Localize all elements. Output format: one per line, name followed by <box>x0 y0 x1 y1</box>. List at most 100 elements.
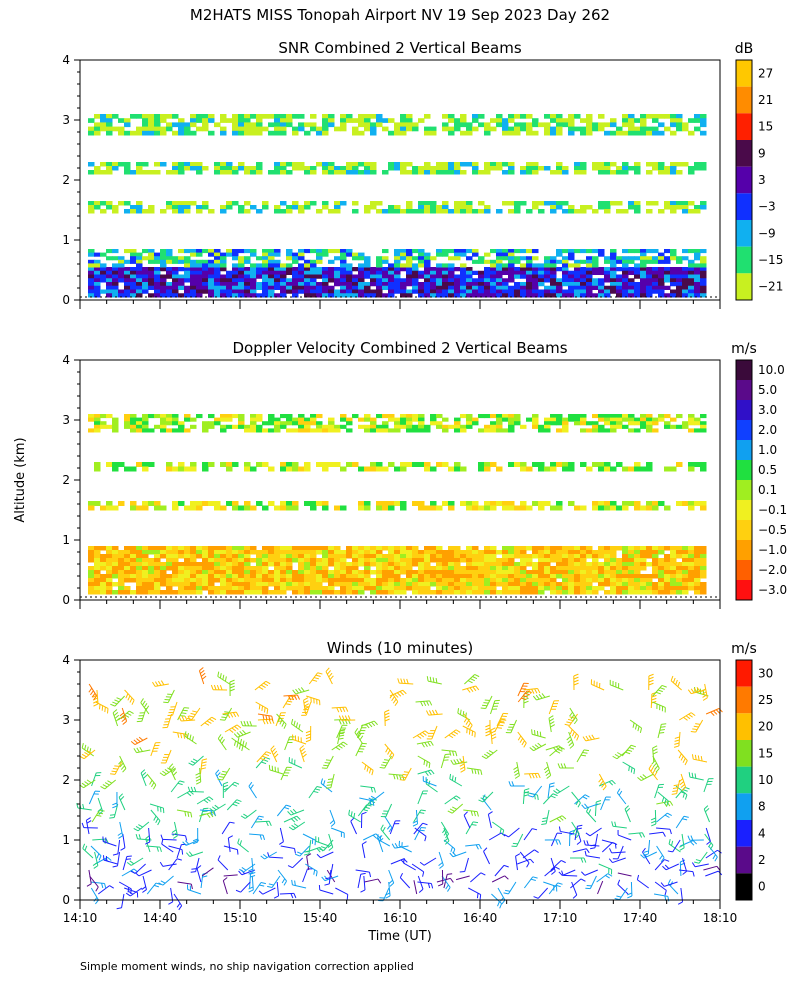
heatmap-cell <box>448 130 455 136</box>
heatmap-cell <box>640 574 647 579</box>
heatmap-cell <box>472 501 479 506</box>
heatmap-cell <box>184 505 191 511</box>
heatmap-cell <box>208 130 215 136</box>
heatmap-cell <box>586 270 593 275</box>
heatmap-cell <box>424 466 431 472</box>
heatmap-cell <box>292 421 299 426</box>
heatmap-cell <box>124 170 131 175</box>
heatmap-cell <box>268 421 275 426</box>
heatmap-cell <box>394 252 401 257</box>
heatmap-cell <box>526 270 533 275</box>
heatmap-cell <box>544 285 551 290</box>
wind-barb <box>519 851 530 868</box>
heatmap-cell <box>484 590 491 595</box>
heatmap-cell <box>508 259 515 264</box>
heatmap-cell <box>322 170 329 175</box>
heatmap-cell <box>496 263 503 268</box>
wind-barb <box>327 833 334 851</box>
colorbar-swatch <box>736 460 752 480</box>
heatmap-cell <box>136 505 143 511</box>
heatmap-cell <box>646 126 653 132</box>
heatmap-cell <box>280 289 287 294</box>
heatmap-cell <box>298 582 305 587</box>
wind-barb <box>438 851 444 869</box>
heatmap-cell <box>196 582 203 587</box>
heatmap-cell <box>184 130 191 136</box>
heatmap-cell <box>652 417 659 422</box>
heatmap-cell <box>148 274 155 279</box>
heatmap-cell <box>586 582 593 587</box>
heatmap-cell <box>484 282 491 287</box>
heatmap-cell <box>418 270 425 275</box>
colorbar-swatch <box>736 873 752 900</box>
heatmap-cell <box>568 562 575 567</box>
heatmap-cell <box>196 550 203 555</box>
heatmap-cell <box>364 428 371 433</box>
heatmap-cell <box>154 256 161 261</box>
heatmap-cell <box>688 566 695 571</box>
heatmap-cell <box>238 122 245 128</box>
heatmap-cell <box>280 558 287 563</box>
heatmap-cell <box>94 550 101 555</box>
heatmap-cell <box>88 289 95 294</box>
heatmap-cell <box>700 289 707 294</box>
heatmap-cell <box>118 278 125 283</box>
wind-barb <box>390 858 408 865</box>
heatmap-cell <box>112 582 119 587</box>
heatmap-cell <box>250 122 257 128</box>
heatmap-cell <box>196 267 203 272</box>
heatmap-cell <box>172 546 179 551</box>
heatmap-cell <box>310 285 317 290</box>
heatmap-cell <box>112 428 119 433</box>
heatmap-cell <box>472 417 479 422</box>
heatmap-cell <box>592 428 599 433</box>
wind-barb <box>550 857 556 875</box>
heatmap-cell <box>214 267 221 272</box>
heatmap-cell <box>568 130 575 136</box>
heatmap-cell <box>340 126 347 132</box>
heatmap-cell <box>394 574 401 579</box>
heatmap-cell <box>340 582 347 587</box>
heatmap-cell <box>394 421 401 426</box>
heatmap-cell <box>262 270 269 275</box>
heatmap-cell <box>310 558 317 563</box>
wind-barb <box>284 736 295 751</box>
heatmap-cell <box>634 558 641 563</box>
wind-barb <box>140 769 148 787</box>
heatmap-cell <box>418 274 425 279</box>
heatmap-cell <box>268 546 275 551</box>
wind-barb <box>171 821 178 839</box>
heatmap-cell <box>616 126 623 132</box>
heatmap-cell <box>346 289 353 294</box>
heatmap-cell <box>400 126 407 132</box>
heatmap-cell <box>592 270 599 275</box>
heatmap-cell <box>124 130 131 136</box>
heatmap-cell <box>160 285 167 290</box>
heatmap-cell <box>220 417 227 422</box>
heatmap-cell <box>700 554 707 559</box>
heatmap-cell <box>496 590 503 595</box>
colorbar-swatch <box>736 740 752 767</box>
heatmap-cell <box>634 590 641 595</box>
heatmap-cell <box>592 424 599 429</box>
heatmap-cell <box>136 285 143 290</box>
wind-barb <box>294 845 310 857</box>
heatmap-cell <box>196 501 203 506</box>
heatmap-cell <box>112 285 119 290</box>
heatmap-cell <box>100 267 107 272</box>
heatmap-cell <box>292 578 299 583</box>
heatmap-cell <box>190 501 197 506</box>
heatmap-cell <box>652 570 659 575</box>
heatmap-cell <box>646 267 653 272</box>
heatmap-cell <box>238 118 245 123</box>
heatmap-cell <box>634 501 641 506</box>
heatmap-cell <box>250 570 257 575</box>
heatmap-cell <box>652 267 659 272</box>
heatmap-cell <box>478 586 485 591</box>
heatmap-cell <box>376 267 383 272</box>
heatmap-cell <box>664 466 671 472</box>
wind-barb <box>703 805 710 823</box>
heatmap-cell <box>550 278 557 283</box>
heatmap-cell <box>556 130 563 136</box>
heatmap-cell <box>280 267 287 272</box>
